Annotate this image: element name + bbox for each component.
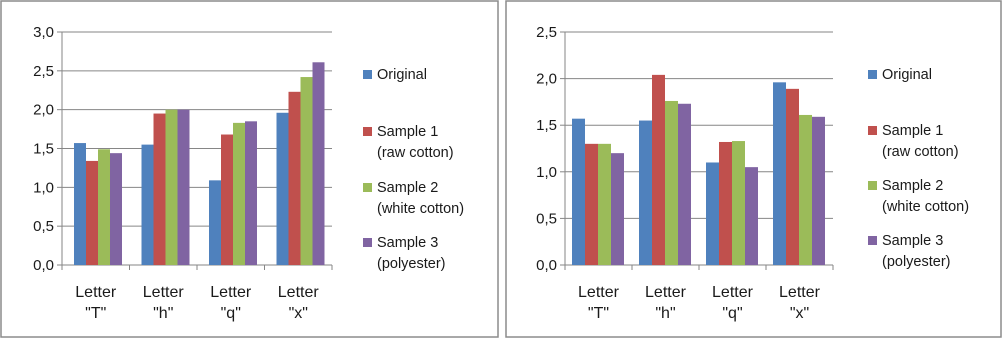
x-category-label: "x" (289, 305, 308, 322)
bar (153, 113, 166, 265)
y-tick-label: 2,5 (536, 24, 557, 41)
bar (209, 180, 221, 265)
y-tick-label: 0,0 (536, 257, 557, 274)
legend-label: (polyester) (882, 254, 951, 270)
legend-swatch (868, 70, 877, 79)
legend-swatch (868, 181, 877, 190)
legend-label: (raw cotton) (882, 144, 959, 160)
bar (221, 134, 233, 265)
bar (652, 74, 665, 265)
bar (74, 143, 86, 265)
legend-label: (white cotton) (882, 199, 969, 215)
x-category-label: "q" (221, 305, 241, 322)
legend-swatch (363, 183, 372, 192)
bar (165, 109, 178, 266)
bar (98, 149, 110, 265)
legend-label: Sample 3 (377, 235, 438, 251)
bar (639, 120, 652, 265)
bar (312, 62, 325, 265)
x-category-label: Letter (143, 284, 185, 301)
y-tick-label: 0,5 (536, 210, 557, 227)
chart-1: 0,0 0,5 1,0 1,5 2,0 2,5 3,0 Letter "T" Letter "h" L… (0, 0, 499, 338)
legend-label: (raw cotton) (377, 145, 454, 161)
x-category-label: "h" (655, 305, 675, 322)
bar (300, 77, 313, 266)
bar (611, 153, 624, 265)
y-tick-label: 0,5 (33, 218, 54, 235)
x-category-label: Letter (210, 284, 252, 301)
x-category-label: Letter (278, 284, 320, 301)
bar (585, 143, 598, 265)
bar (799, 114, 812, 265)
bar (572, 118, 585, 266)
bar (812, 116, 825, 265)
legend-swatch (868, 126, 877, 135)
legend-swatch (363, 238, 372, 247)
bar (288, 91, 301, 265)
legend-label: Original (882, 67, 932, 83)
legend-swatch (868, 236, 877, 245)
x-category-label: "h" (153, 305, 173, 322)
bar (177, 109, 190, 266)
x-category-label: Letter (75, 284, 117, 301)
bar (678, 103, 691, 265)
chart-2: 0,0 0,5 1,0 1,5 2,0 2,5 Letter "T" Letter "h" Lett… (505, 0, 1002, 338)
x-category-label: Letter (578, 284, 620, 301)
y-tick-label: 1,5 (33, 141, 54, 158)
legend-label: (white cotton) (377, 201, 464, 217)
bar (732, 141, 745, 265)
y-tick-label: 3,0 (33, 24, 54, 41)
bar (706, 162, 719, 265)
x-category-label: "x" (790, 305, 809, 322)
legend-label: Sample 1 (377, 124, 438, 140)
x-category-label: "q" (722, 305, 742, 322)
x-category-label: "T" (85, 305, 106, 322)
bar (245, 121, 257, 265)
x-category-label: Letter (712, 284, 754, 301)
bar (86, 160, 98, 265)
bar (773, 82, 786, 265)
bar (110, 153, 122, 265)
bar (786, 88, 799, 266)
bar (719, 141, 732, 265)
bar (276, 112, 289, 265)
bar (141, 144, 154, 265)
legend-label: (polyester) (377, 256, 446, 272)
x-category-label: "T" (588, 305, 609, 322)
y-tick-label: 1,0 (536, 164, 557, 181)
legend-label: Sample 2 (882, 178, 943, 194)
legend-label: Sample 3 (882, 233, 943, 249)
bar (598, 143, 611, 265)
x-category-label: Letter (645, 284, 687, 301)
y-tick-label: 1,0 (33, 179, 54, 196)
y-tick-label: 2,5 (33, 63, 54, 80)
bar (665, 100, 678, 265)
legend-swatch (363, 127, 372, 136)
bar (745, 167, 758, 265)
x-category-label: Letter (779, 284, 821, 301)
legend-swatch (363, 70, 372, 79)
y-tick-label: 0,0 (33, 257, 54, 274)
legend-label: Sample 1 (882, 123, 943, 139)
bar (233, 122, 245, 266)
y-tick-label: 2,0 (33, 102, 54, 119)
y-tick-label: 2,0 (536, 71, 557, 88)
legend-label: Sample 2 (377, 180, 438, 196)
legend-label: Original (377, 67, 427, 83)
y-tick-label: 1,5 (536, 117, 557, 134)
